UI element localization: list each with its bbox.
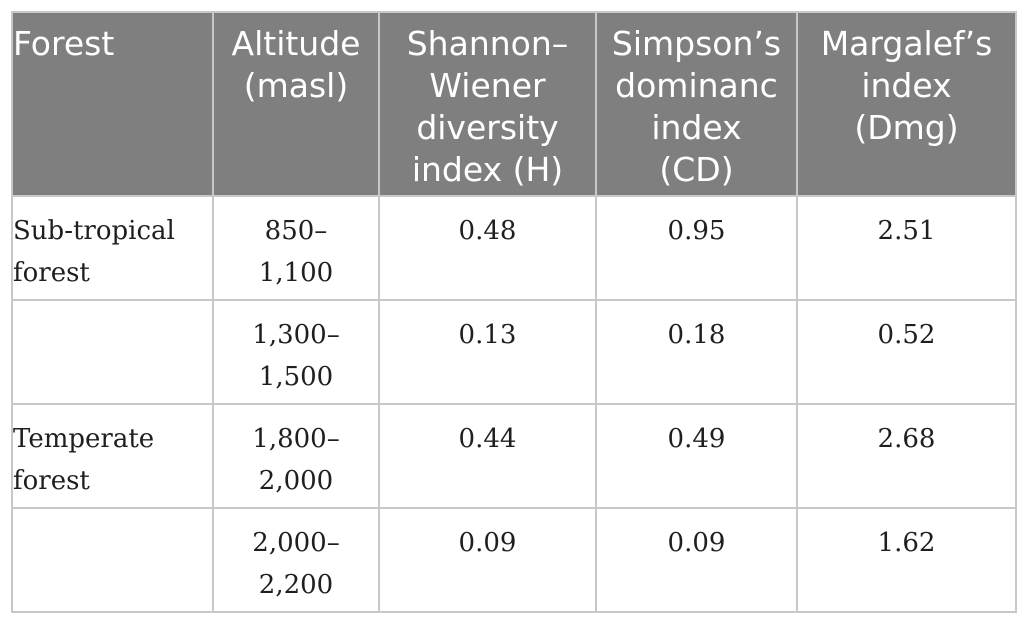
cell-altitude-line: 2,200: [258, 570, 334, 600]
header-shannon-wiener: Shannon– Wiener diversity index (H): [378, 11, 597, 197]
cell-altitude-line: 2,000: [258, 466, 334, 496]
cell-altitude: 1,800– 2,000: [212, 403, 380, 509]
cell-forest-line: Sub-tropical: [13, 216, 175, 246]
header-shannon-line: index (H): [411, 150, 564, 189]
header-forest: Forest: [11, 11, 214, 197]
cell-forest: [11, 507, 214, 613]
header-margalef-line: Margalef’s: [820, 24, 993, 63]
header-altitude-line: (masl): [243, 66, 349, 105]
cell-forest-line: forest: [13, 258, 90, 288]
table-row: 2,000– 2,200 0.09 0.09 1.62: [11, 507, 1017, 613]
table-row: 1,300– 1,500 0.13 0.18 0.52: [11, 299, 1017, 405]
biodiversity-indices-table: Forest Altitude (masl) Shannon– Wiener d…: [11, 11, 1017, 613]
cell-simpson: 0.18: [595, 299, 798, 405]
cell-shannon: 0.09: [378, 507, 597, 613]
cell-margalef: 0.52: [796, 299, 1017, 405]
table-row: Temperate forest 1,800– 2,000 0.44 0.49 …: [11, 403, 1017, 509]
header-simpson-line: Simpson’s: [611, 24, 782, 63]
header-margalef-line: index: [861, 66, 952, 105]
cell-shannon: 0.44: [378, 403, 597, 509]
header-row: Forest Altitude (masl) Shannon– Wiener d…: [11, 11, 1017, 197]
header-simpson-line: index: [651, 108, 742, 147]
header-simpson-line: (CD): [659, 150, 734, 189]
cell-altitude-line: 1,800–: [252, 424, 340, 454]
cell-simpson: 0.09: [595, 507, 798, 613]
header-margalef: Margalef’s index (Dmg): [796, 11, 1017, 197]
cell-simpson: 0.95: [595, 195, 798, 301]
table-row: Sub-tropical forest 850– 1,100 0.48 0.95…: [11, 195, 1017, 301]
cell-altitude-line: 2,000–: [252, 528, 340, 558]
header-forest-line: Forest: [13, 24, 115, 63]
cell-simpson: 0.49: [595, 403, 798, 509]
cell-forest-line: forest: [13, 466, 90, 496]
cell-shannon: 0.13: [378, 299, 597, 405]
cell-margalef: 2.68: [796, 403, 1017, 509]
header-simpson-line: dominanc: [615, 66, 778, 105]
cell-forest: Temperate forest: [11, 403, 214, 509]
header-altitude: Altitude (masl): [212, 11, 380, 197]
cell-margalef: 1.62: [796, 507, 1017, 613]
header-shannon-line: Wiener: [429, 66, 546, 105]
header-shannon-line: Shannon–: [406, 24, 569, 63]
table-header: Forest Altitude (masl) Shannon– Wiener d…: [11, 11, 1017, 197]
header-shannon-line: diversity: [416, 108, 559, 147]
cell-forest: [11, 299, 214, 405]
cell-altitude: 850– 1,100: [212, 195, 380, 301]
header-margalef-line: (Dmg): [854, 108, 959, 147]
cell-altitude: 2,000– 2,200: [212, 507, 380, 613]
cell-altitude-line: 1,500: [258, 362, 334, 392]
cell-shannon: 0.48: [378, 195, 597, 301]
header-simpson: Simpson’s dominanc index (CD): [595, 11, 798, 197]
cell-margalef: 2.51: [796, 195, 1017, 301]
cell-altitude-line: 1,100: [258, 258, 334, 288]
cell-forest-line: Temperate: [13, 424, 155, 454]
table-body: Sub-tropical forest 850– 1,100 0.48 0.95…: [11, 195, 1017, 613]
cell-altitude-line: 1,300–: [252, 320, 340, 350]
cell-altitude-line: 850–: [264, 216, 328, 246]
header-altitude-line: Altitude: [231, 24, 361, 63]
cell-forest: Sub-tropical forest: [11, 195, 214, 301]
cell-altitude: 1,300– 1,500: [212, 299, 380, 405]
